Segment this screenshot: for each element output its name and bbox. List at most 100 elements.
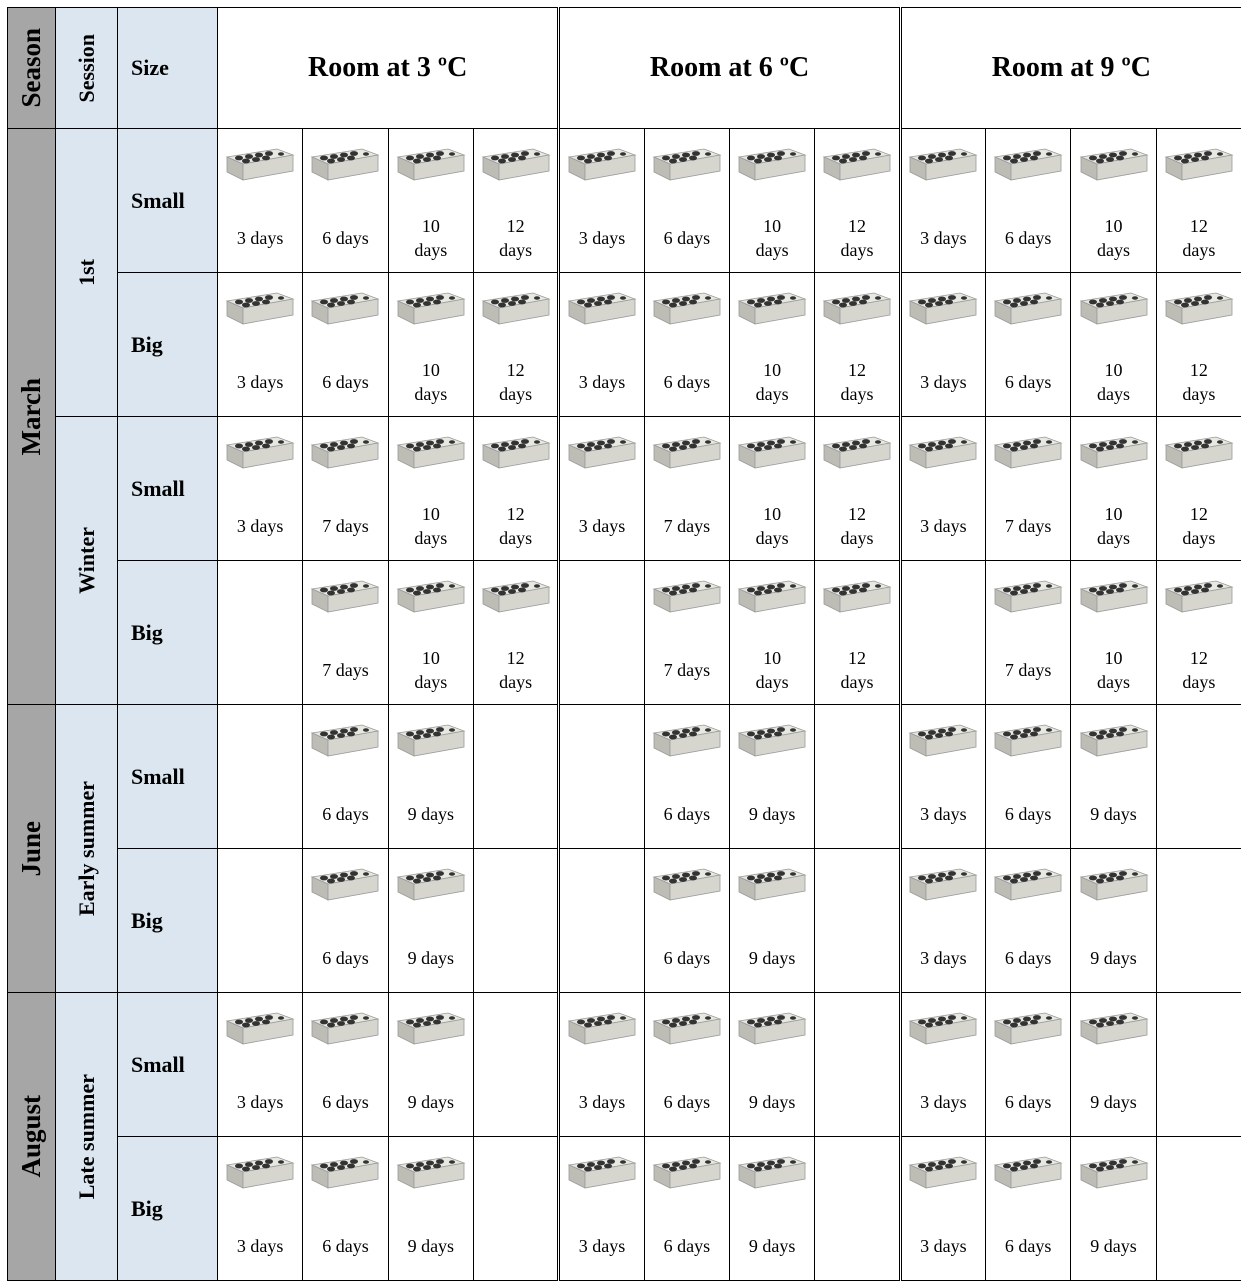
sample-cell: 12 days (473, 273, 558, 417)
brick-icon (993, 723, 1063, 759)
label-wrap: 6 days (1002, 1222, 1054, 1270)
sample: 7 days (303, 417, 387, 560)
sample: 3 days (560, 129, 643, 272)
label-wrap: 6 days (319, 790, 371, 838)
label-wrap: 6 days (661, 1222, 713, 1270)
sample-cell: 9 days (1071, 1137, 1156, 1281)
sample: 12 days (474, 561, 557, 704)
sample: 9 days (1071, 705, 1155, 848)
brick-icon (652, 435, 722, 471)
sample: 7 days (645, 561, 729, 704)
sample: 12 days (474, 273, 557, 416)
sample: 7 days (303, 561, 387, 704)
sample: 12 days (474, 417, 557, 560)
sample-cell: 6 days (303, 705, 388, 849)
sample-cell: 3 days (559, 129, 644, 273)
brick-icon (908, 435, 978, 471)
sample: 3 days (902, 417, 985, 560)
season-label: March (8, 129, 56, 705)
label-wrap: 9 days (746, 1078, 798, 1126)
brick-icon (652, 1155, 722, 1191)
sample-cell: 7 days (644, 417, 729, 561)
brick-icon (1079, 867, 1149, 903)
sample-cell: 10 days (730, 417, 815, 561)
brick-icon (396, 147, 466, 183)
label-wrap: 3 days (576, 1222, 628, 1270)
size-label: Big (118, 273, 218, 417)
brick-icon (737, 1011, 807, 1047)
sample-cell: 6 days (644, 129, 729, 273)
brick-icon (310, 435, 380, 471)
sample-cell (218, 705, 303, 849)
sample: 7 days (986, 561, 1070, 704)
sample: 6 days (303, 1137, 387, 1280)
sample: 3 days (560, 993, 643, 1136)
label-wrap: 7 days (319, 646, 371, 694)
label-wrap: 3 days (234, 1222, 286, 1270)
duration-label: 9 days (405, 1090, 457, 1114)
brick-icon (567, 291, 637, 327)
sample-cell: 12 days (815, 273, 900, 417)
brick-icon (908, 1011, 978, 1047)
label-wrap: 7 days (661, 502, 713, 550)
label-wrap: 3 days (234, 1078, 286, 1126)
brick-icon (567, 435, 637, 471)
label-wrap: 9 days (746, 934, 798, 982)
sample: 6 days (303, 993, 387, 1136)
label-wrap: 6 days (1002, 790, 1054, 838)
brick-icon (908, 147, 978, 183)
brick-icon (1164, 147, 1234, 183)
season-label: August (8, 993, 56, 1281)
label-wrap: 10 days (1088, 214, 1140, 262)
sample-cell: 6 days (986, 129, 1071, 273)
duration-label: 7 days (661, 658, 713, 682)
room-header: Room at 3 ºC (218, 8, 559, 129)
sample-cell: 10 days (388, 273, 473, 417)
session-header-text: Session (74, 34, 100, 102)
sample-cell: 7 days (986, 417, 1071, 561)
label-wrap: 10 days (746, 214, 798, 262)
sample: 6 days (645, 1137, 729, 1280)
sample: 3 days (902, 129, 985, 272)
duration-label: 3 days (576, 1234, 628, 1258)
brick-icon (993, 1155, 1063, 1191)
duration-label: 6 days (661, 802, 713, 826)
duration-label: 6 days (319, 1234, 371, 1258)
brick-icon (993, 291, 1063, 327)
sample-cell: 3 days (900, 993, 985, 1137)
sample-cell: 3 days (559, 993, 644, 1137)
sample-cell (815, 993, 900, 1137)
sample: 7 days (986, 417, 1070, 560)
label-wrap: 12 days (490, 358, 542, 406)
sample-cell: 7 days (303, 561, 388, 705)
sample: 10 days (1071, 417, 1155, 560)
label-wrap: 12 days (1173, 646, 1225, 694)
label-wrap: 10 days (1088, 502, 1140, 550)
duration-label: 10 days (1088, 214, 1140, 262)
session-label-text: Winter (74, 527, 100, 594)
duration-label: 12 days (831, 646, 883, 694)
sample-cell: 3 days (559, 417, 644, 561)
label-wrap: 7 days (661, 646, 713, 694)
sample: 12 days (1157, 417, 1241, 560)
duration-label: 9 days (1088, 802, 1140, 826)
brick-icon (310, 723, 380, 759)
season-label-text: June (16, 821, 47, 877)
sample: 10 days (730, 273, 814, 416)
brick-icon (1079, 291, 1149, 327)
duration-label: 12 days (831, 214, 883, 262)
duration-label: 3 days (234, 370, 286, 394)
brick-icon (993, 147, 1063, 183)
label-wrap: 6 days (661, 1078, 713, 1126)
label-wrap: 10 days (405, 214, 457, 262)
sample-cell: 6 days (644, 1137, 729, 1281)
size-label: Big (118, 561, 218, 705)
duration-label: 10 days (1088, 646, 1140, 694)
sample-cell: 12 days (473, 417, 558, 561)
label-wrap: 12 days (831, 214, 883, 262)
brick-icon (652, 723, 722, 759)
